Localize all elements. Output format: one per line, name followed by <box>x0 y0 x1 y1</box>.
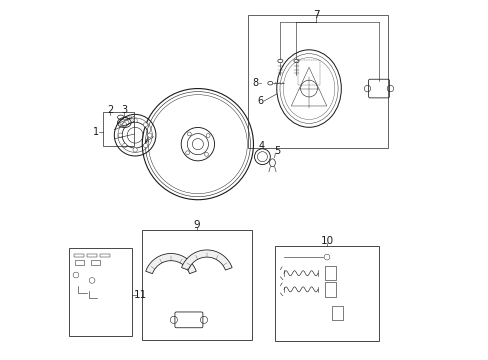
Circle shape <box>143 143 147 148</box>
Bar <box>247 15 387 148</box>
Bar <box>332 306 343 320</box>
Bar <box>298 60 319 85</box>
Bar <box>274 246 378 341</box>
Text: 10: 10 <box>320 236 333 246</box>
Text: 3: 3 <box>121 105 127 115</box>
Text: 1: 1 <box>93 127 99 137</box>
Polygon shape <box>145 253 196 274</box>
Text: 4: 4 <box>258 140 264 150</box>
Circle shape <box>143 123 147 127</box>
Bar <box>75 260 83 265</box>
Text: 2: 2 <box>107 105 113 115</box>
Polygon shape <box>181 250 232 270</box>
Bar <box>91 260 100 265</box>
Circle shape <box>133 118 137 123</box>
Bar <box>69 248 132 336</box>
Text: 5: 5 <box>274 146 280 156</box>
Bar <box>87 253 97 257</box>
Bar <box>325 266 335 280</box>
Circle shape <box>122 123 126 127</box>
Circle shape <box>133 148 137 152</box>
Text: 8: 8 <box>252 78 258 88</box>
Text: 11: 11 <box>134 290 147 300</box>
Bar <box>74 253 83 257</box>
Text: 6: 6 <box>257 96 263 106</box>
Bar <box>100 253 110 257</box>
Text: 7: 7 <box>312 10 319 20</box>
Circle shape <box>118 133 122 137</box>
Bar <box>325 282 335 297</box>
Bar <box>142 230 251 339</box>
Circle shape <box>147 133 152 137</box>
Text: 9: 9 <box>193 220 200 230</box>
Bar <box>102 112 134 146</box>
Circle shape <box>122 143 126 148</box>
